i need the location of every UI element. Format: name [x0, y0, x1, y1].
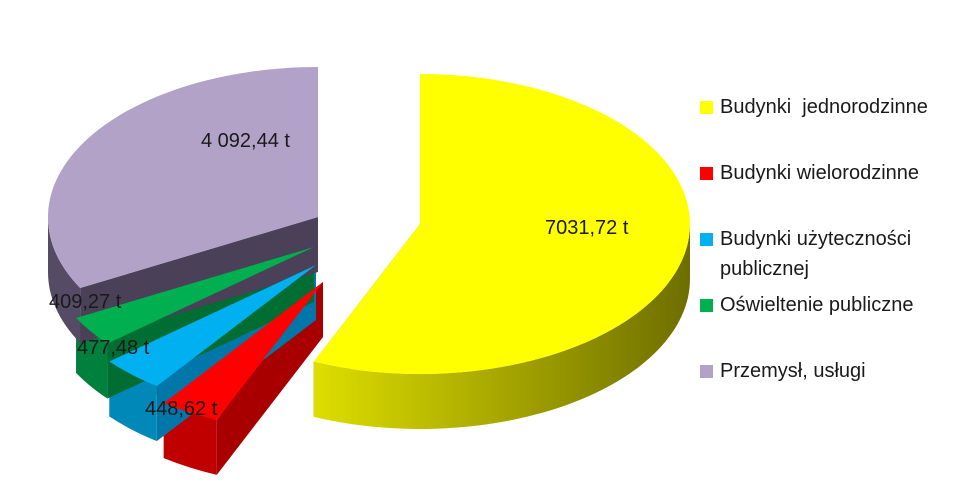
legend-item-budynki-wielorodzinne: Budynki wielorodzinne: [700, 158, 970, 224]
legend-label: Oświeltenie publiczne: [720, 294, 914, 316]
legend-item-oswietlenie-publiczne: Oświeltenie publiczne: [700, 290, 970, 356]
legend-swatch-blue: [700, 233, 713, 246]
slice-budynki-jednorodzinne: [313, 74, 690, 374]
legend-item-przemysl-uslugi: Przemysł, usługi: [700, 356, 970, 422]
data-label-budynki-uzytecznosci-publicznej: 477,48 t: [77, 337, 150, 359]
legend-label: Budynki wielorodzinne: [720, 162, 920, 184]
slice-budynki-uzytecznosci-publicznej: [109, 265, 317, 387]
legend-swatch-purple: [700, 365, 713, 378]
data-label-oswietlenie-publiczne: 409,27 t: [49, 291, 122, 313]
slice-oswietlenie-publiczne: [76, 247, 314, 344]
data-label-budynki-jednorodzinne: 7031,72 t: [545, 217, 629, 239]
legend-swatch-yellow: [700, 101, 713, 114]
legend-item-budynki-uzytecznosci-publicznej: Budynki użyteczności publicznej: [700, 224, 970, 290]
data-label-budynki-wielorodzinne: 448,62 t: [145, 398, 218, 420]
legend-label: Budynki użyteczności publicznej: [720, 228, 917, 280]
legend-label: Budynki jednorodzinne: [720, 96, 928, 118]
slice-side-przemysl-uslugi-0: [48, 217, 81, 343]
slice-przemysl-uslugi: [47, 67, 319, 288]
data-label-przemysl-uslugi: 4 092,44 t: [201, 130, 290, 152]
legend-swatch-red: [700, 167, 713, 180]
legend: Budynki jednorodzinne Budynki wielorodzi…: [700, 92, 970, 422]
legend-item-budynki-jednorodzinne: Budynki jednorodzinne: [700, 92, 970, 158]
legend-swatch-green: [700, 299, 713, 312]
slice-side-budynki-jednorodzinne-0: [313, 224, 690, 430]
slice-budynki-wielorodzinne: [163, 282, 323, 420]
legend-label: Przemysł, usługi: [720, 360, 866, 382]
